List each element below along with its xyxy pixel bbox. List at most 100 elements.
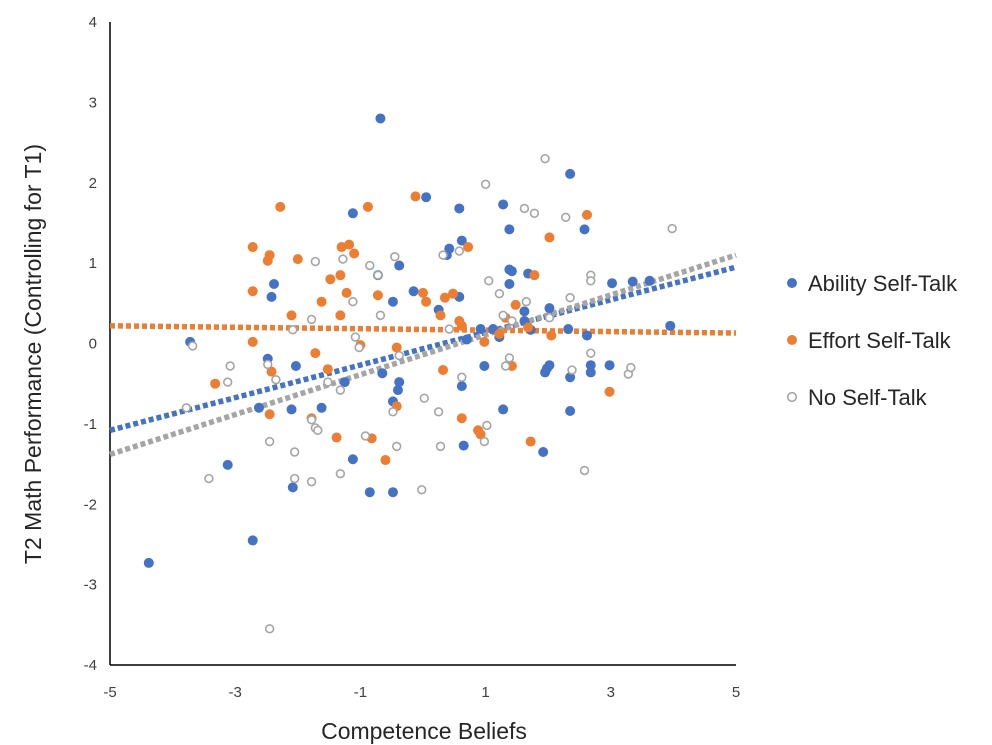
point-none: [338, 254, 348, 264]
point-ability: [253, 402, 264, 413]
point-none: [507, 316, 517, 326]
point-ability: [387, 487, 398, 498]
y-tick-label: 2: [89, 175, 97, 192]
point-none: [350, 332, 361, 342]
point-ability: [421, 192, 432, 203]
point-ability: [408, 286, 419, 297]
point-effort: [479, 336, 490, 347]
point-ability: [604, 360, 615, 371]
point-ability: [339, 377, 350, 388]
point-ability: [506, 266, 517, 277]
y-tick-labels: 4 3 2 1 0 -1 -2 -3 -4: [84, 14, 97, 674]
point-ability: [456, 381, 467, 392]
point-effort: [372, 290, 383, 301]
point-ability: [377, 368, 388, 379]
point-effort: [331, 432, 342, 443]
point-none: [306, 415, 317, 425]
point-none: [494, 288, 505, 299]
point-effort: [475, 429, 486, 440]
legend-label-none: No Self-Talk: [808, 385, 928, 410]
trendline-effort: [109, 323, 737, 336]
legend-label-effort: Effort Self-Talk: [808, 328, 952, 353]
point-none: [390, 251, 400, 262]
point-ability: [498, 404, 509, 415]
y-tick-label: 1: [89, 255, 97, 272]
point-effort: [546, 330, 557, 341]
point-none: [484, 276, 494, 286]
point-none: [392, 441, 402, 452]
point-effort: [494, 328, 505, 339]
point-none: [454, 246, 465, 256]
point-none: [388, 407, 398, 417]
point-none: [365, 260, 375, 271]
x-axis-title: Competence Beliefs: [321, 718, 527, 744]
point-none: [417, 485, 427, 495]
point-effort: [582, 209, 593, 220]
point-none: [323, 377, 333, 387]
point-none: [348, 297, 358, 307]
y-tick-label: 4: [89, 14, 97, 31]
y-tick-label: -2: [84, 496, 97, 513]
point-effort: [247, 286, 258, 297]
point-effort: [247, 242, 258, 253]
point-ability: [394, 377, 405, 388]
point-none: [438, 250, 448, 260]
point-none: [289, 473, 300, 484]
y-axis-title: T2 Math Performance (Controlling for T1): [20, 144, 46, 564]
point-effort: [510, 299, 521, 310]
point-effort: [456, 413, 467, 424]
point-none: [480, 179, 491, 190]
point-ability: [479, 361, 490, 372]
point-ability: [266, 291, 277, 302]
point-effort: [210, 378, 221, 389]
point-none: [263, 359, 273, 370]
x-tick-label: 3: [607, 684, 615, 701]
point-effort: [344, 239, 355, 250]
y-tick-label: -4: [84, 657, 97, 674]
point-effort: [341, 287, 352, 298]
point-none: [313, 425, 323, 436]
point-effort: [286, 310, 297, 321]
legend-item-ability-self-talk: Ability Self-Talk: [787, 271, 958, 296]
point-none: [264, 624, 275, 634]
point-none: [335, 385, 346, 395]
x-tick-label: -3: [229, 684, 242, 701]
point-effort: [336, 242, 347, 253]
point-none: [586, 276, 596, 286]
point-ability: [475, 324, 486, 335]
point-ability: [504, 279, 515, 290]
point-none: [288, 325, 298, 335]
point-ability: [563, 324, 574, 335]
point-ability: [579, 224, 590, 235]
point-none: [310, 256, 321, 267]
point-none: [565, 292, 575, 303]
legend-marker-none: [786, 391, 798, 403]
point-none: [335, 469, 346, 479]
point-ability: [394, 260, 405, 271]
point-ability: [364, 487, 375, 498]
trendline-none: [109, 252, 737, 458]
point-effort: [435, 310, 446, 321]
point-ability: [665, 320, 676, 331]
point-ability: [454, 203, 465, 214]
plot-area: [109, 22, 737, 666]
point-effort: [266, 366, 277, 377]
point-none: [504, 353, 515, 363]
point-none: [225, 361, 235, 371]
point-none: [561, 212, 571, 223]
point-effort: [316, 296, 327, 307]
point-ability: [565, 168, 576, 179]
point-effort: [463, 242, 474, 253]
point-none: [498, 310, 508, 321]
point-none: [306, 314, 317, 325]
point-none: [354, 342, 364, 353]
legend-item-no-self-talk: No Self-Talk: [786, 385, 928, 410]
point-effort: [604, 386, 615, 397]
point-none: [586, 348, 596, 358]
point-effort: [544, 232, 555, 243]
y-tick-label: 0: [89, 336, 97, 353]
point-ability: [287, 482, 298, 493]
point-none: [540, 153, 550, 164]
x-tick-label: 1: [481, 684, 489, 701]
